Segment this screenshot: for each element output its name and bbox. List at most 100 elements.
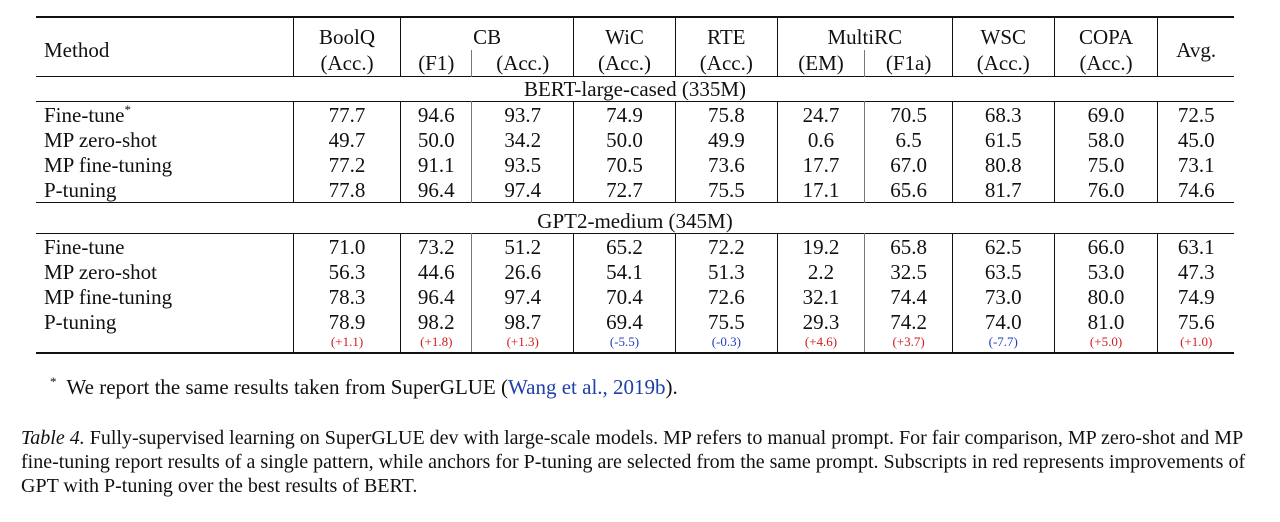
header-boolq: BoolQ <box>292 17 401 50</box>
header-cb: CB <box>400 17 574 50</box>
header-rte: RTE <box>674 17 778 50</box>
row-method-label: MP fine-tuning <box>44 152 173 177</box>
caption-text: Fully-supervised learning on SuperGLUE d… <box>21 427 1246 497</box>
row-method: P-tuning <box>36 177 293 203</box>
footnote-marker: * <box>124 101 131 117</box>
header-wic: WiC <box>573 17 676 50</box>
cell-copa: 53.0 <box>1053 259 1158 284</box>
cell-multirc-em: 2.2 <box>776 259 865 284</box>
table-row: Fine-tune 71.0 73.2 51.2 65.2 72.2 19.2 65.8 62.… <box>36 233 1234 260</box>
metric-wsc: (Acc.) <box>951 50 1055 77</box>
row-method-label: P-tuning <box>44 177 117 202</box>
cell-cb-f1: 98.2 <box>400 309 472 334</box>
row-method: MP zero-shot <box>36 127 293 152</box>
row-method: Fine-tune* <box>36 102 293 128</box>
footnote-text-before: We report the same results taken from Su… <box>66 375 509 399</box>
cell-wsc: 80.8 <box>951 152 1055 177</box>
row-method: MP zero-shot <box>36 259 293 284</box>
delta-rte: (-0.3) <box>674 334 778 353</box>
cell-boolq: 78.3 <box>292 284 401 309</box>
cell-wic: 65.2 <box>573 233 676 259</box>
cell-avg: 74.6 <box>1157 177 1234 203</box>
cell-copa: 66.0 <box>1053 233 1158 259</box>
cell-copa: 69.0 <box>1053 101 1158 127</box>
cell-cb-acc: 93.5 <box>471 152 574 177</box>
metric-copa: (Acc.) <box>1053 50 1158 77</box>
cell-copa: 58.0 <box>1053 127 1158 152</box>
cell-multirc-em: 24.7 <box>776 101 865 127</box>
delta-wic: (-5.5) <box>573 334 676 353</box>
results-table: Method BoolQ CB WiC RTE MultiRC WSC COPA… <box>36 16 1234 354</box>
cell-avg: 74.9 <box>1157 284 1234 309</box>
cell-cb-acc: 26.6 <box>471 259 574 284</box>
cell-avg: 73.1 <box>1157 152 1234 177</box>
cell-multirc-f1a: 65.8 <box>864 233 953 259</box>
metric-cb-f1: (F1) <box>400 50 472 77</box>
table-row: P-tuning 78.9 98.2 98.7 69.4 75.5 29.3 74.2 74.0… <box>36 309 1234 334</box>
cell-copa: 80.0 <box>1053 284 1158 309</box>
header-multirc: MultiRC <box>776 17 953 50</box>
table-row: Fine-tune* 77.7 94.6 93.7 74.9 75.8 24.7 70.5 68… <box>36 101 1234 128</box>
table-row: MP fine-tuning 78.3 96.4 97.4 70.4 72.6 32.1 74… <box>36 284 1234 309</box>
cell-multirc-em: 32.1 <box>776 284 865 309</box>
cell-wsc: 62.5 <box>951 233 1055 259</box>
cell-rte: 75.8 <box>674 101 778 127</box>
footnote-citation-link[interactable]: Wang et al., 2019b <box>508 375 666 399</box>
row-method-label: MP fine-tuning <box>44 284 173 309</box>
cell-wsc: 61.5 <box>951 127 1055 152</box>
delta-copa: (+5.0) <box>1053 334 1158 353</box>
row-method: Fine-tune <box>36 234 293 260</box>
cell-avg: 72.5 <box>1157 101 1234 127</box>
cell-avg: 75.6 <box>1157 309 1234 334</box>
cell-wsc: 68.3 <box>951 101 1055 127</box>
cell-cb-acc: 93.7 <box>471 101 574 127</box>
cell-cb-f1: 91.1 <box>400 152 472 177</box>
cell-multirc-f1a: 6.5 <box>864 127 953 152</box>
section-header-row: BERT-large-cased (335M) <box>36 76 1234 102</box>
cell-wsc: 81.7 <box>951 177 1055 203</box>
cell-wic: 70.5 <box>573 152 676 177</box>
cell-multirc-em: 29.3 <box>776 309 865 334</box>
table-footnote: * We report the same results taken from S… <box>50 374 678 400</box>
delta-cb-f1: (+1.8) <box>400 334 472 353</box>
header-row-metrics: (Acc.) (F1) (Acc.) (Acc.) (Acc.) (EM) (F… <box>36 50 1234 77</box>
cell-boolq: 77.2 <box>292 152 401 177</box>
cell-copa: 75.0 <box>1053 152 1158 177</box>
delta-wsc: (-7.7) <box>951 334 1055 353</box>
table-row: P-tuning 77.8 96.4 97.4 72.7 75.5 17.1 65.6 81.7… <box>36 177 1234 203</box>
cell-cb-f1: 96.4 <box>400 177 472 203</box>
cell-boolq: 77.7 <box>292 101 401 127</box>
row-method-label: Fine-tune <box>44 234 125 259</box>
cell-boolq: 71.0 <box>292 233 401 259</box>
cell-wic: 72.7 <box>573 177 676 203</box>
delta-row-label <box>36 334 293 353</box>
cell-multirc-f1a: 65.6 <box>864 177 953 203</box>
cell-rte: 72.2 <box>674 233 778 259</box>
cell-copa: 76.0 <box>1053 177 1158 203</box>
cell-wsc: 74.0 <box>951 309 1055 334</box>
cell-rte: 73.6 <box>674 152 778 177</box>
cell-copa: 81.0 <box>1053 309 1158 334</box>
cell-multirc-f1a: 74.2 <box>864 309 953 334</box>
header-method: Method <box>44 38 110 62</box>
header-copa: COPA <box>1053 17 1158 50</box>
table-caption: Table 4. Fully-supervised learning on Su… <box>21 426 1257 498</box>
metric-multirc-f1a: (F1a) <box>864 50 953 77</box>
delta-cb-acc: (+1.3) <box>471 334 574 353</box>
cell-wic: 74.9 <box>573 101 676 127</box>
footnote-text-after: ). <box>665 375 678 399</box>
cell-avg: 63.1 <box>1157 233 1234 259</box>
row-method-label: MP zero-shot <box>44 127 157 152</box>
cell-wsc: 73.0 <box>951 284 1055 309</box>
section-header-row: GPT2-medium (345M) <box>36 202 1234 234</box>
row-method: P-tuning <box>36 309 293 334</box>
cell-wic: 50.0 <box>573 127 676 152</box>
delta-boolq: (+1.1) <box>292 334 401 353</box>
header-row-tasks: Method BoolQ CB WiC RTE MultiRC WSC COPA… <box>36 17 1234 77</box>
row-method-label: Fine-tune <box>44 102 125 127</box>
cell-cb-acc: 97.4 <box>471 177 574 203</box>
table-row: MP zero-shot 56.3 44.6 26.6 54.1 51.3 2.2 32.5 6… <box>36 259 1234 284</box>
delta-avg: (+1.0) <box>1157 334 1234 353</box>
row-method: MP fine-tuning <box>36 284 293 309</box>
